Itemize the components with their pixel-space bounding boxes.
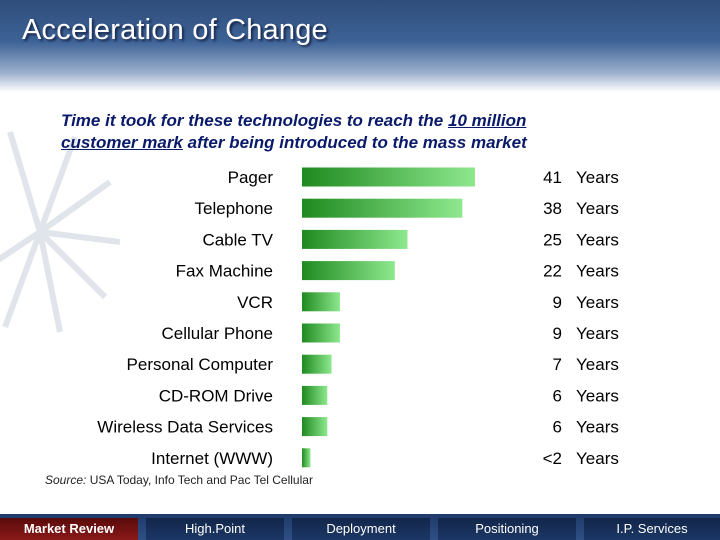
source-note: Source: USA Today, Info Tech and Pac Tel… (45, 473, 313, 487)
category-label: Fax Machine (176, 262, 273, 281)
unit-label: Years (576, 168, 619, 187)
tab-high-point[interactable]: High.Point (146, 518, 284, 540)
value-label: <2 (543, 449, 562, 468)
bar (302, 261, 395, 281)
unit-label: Years (576, 230, 619, 249)
value-label: 38 (543, 199, 562, 218)
category-label: Personal Computer (127, 355, 274, 374)
bar (302, 229, 408, 249)
value-label: 9 (553, 324, 562, 343)
bar (302, 198, 463, 218)
bar (302, 323, 340, 343)
source-text: USA Today, Info Tech and Pac Tel Cellula… (86, 473, 313, 487)
unit-label: Years (576, 386, 619, 405)
bar (302, 385, 328, 405)
unit-label: Years (576, 355, 619, 374)
value-label: 25 (543, 230, 562, 249)
subtitle-text-c: customer mark (61, 133, 183, 152)
unit-label: Years (576, 418, 619, 437)
unit-label: Years (576, 324, 619, 343)
bar (302, 292, 340, 312)
unit-label: Years (576, 293, 619, 312)
page-title: Acceleration of Change (22, 14, 328, 46)
value-label: 6 (553, 418, 562, 437)
source-label: Source: (45, 473, 87, 487)
bar (302, 448, 311, 468)
background-rays (0, 131, 121, 333)
bottom-nav: Market Review High.Point Deployment Posi… (0, 514, 720, 540)
value-label: 7 (553, 355, 562, 374)
category-label: Cellular Phone (161, 324, 273, 343)
tab-market-review[interactable]: Market Review (0, 518, 138, 540)
value-label: 22 (543, 262, 562, 281)
value-label: 9 (553, 293, 562, 312)
unit-label: Years (576, 449, 619, 468)
tab-positioning[interactable]: Positioning (438, 518, 576, 540)
bar (302, 417, 328, 437)
category-label: Cable TV (202, 230, 273, 249)
subtitle-text-d: after being introduced to the mass marke… (182, 133, 527, 152)
category-label: Pager (228, 168, 274, 187)
chart-subtitle: Time it took for these technologies to r… (61, 110, 681, 154)
subtitle-text-b: 10 million (447, 111, 527, 130)
unit-label: Years (576, 199, 619, 218)
tab-ip-services[interactable]: I.P. Services (584, 518, 720, 540)
title-bar: Acceleration of Change (0, 0, 720, 92)
subtitle-text-a: Time it took for these technologies to r… (61, 111, 448, 130)
category-label: CD-ROM Drive (159, 386, 273, 405)
tab-deployment[interactable]: Deployment (292, 518, 430, 540)
category-label: Internet (WWW) (151, 449, 273, 468)
value-label: 41 (543, 168, 562, 187)
category-label: VCR (237, 293, 273, 312)
unit-label: Years (576, 262, 619, 281)
bar (302, 167, 475, 187)
bar (302, 354, 332, 374)
value-label: 6 (553, 386, 562, 405)
category-label: Telephone (195, 199, 273, 218)
category-label: Wireless Data Services (97, 418, 273, 437)
